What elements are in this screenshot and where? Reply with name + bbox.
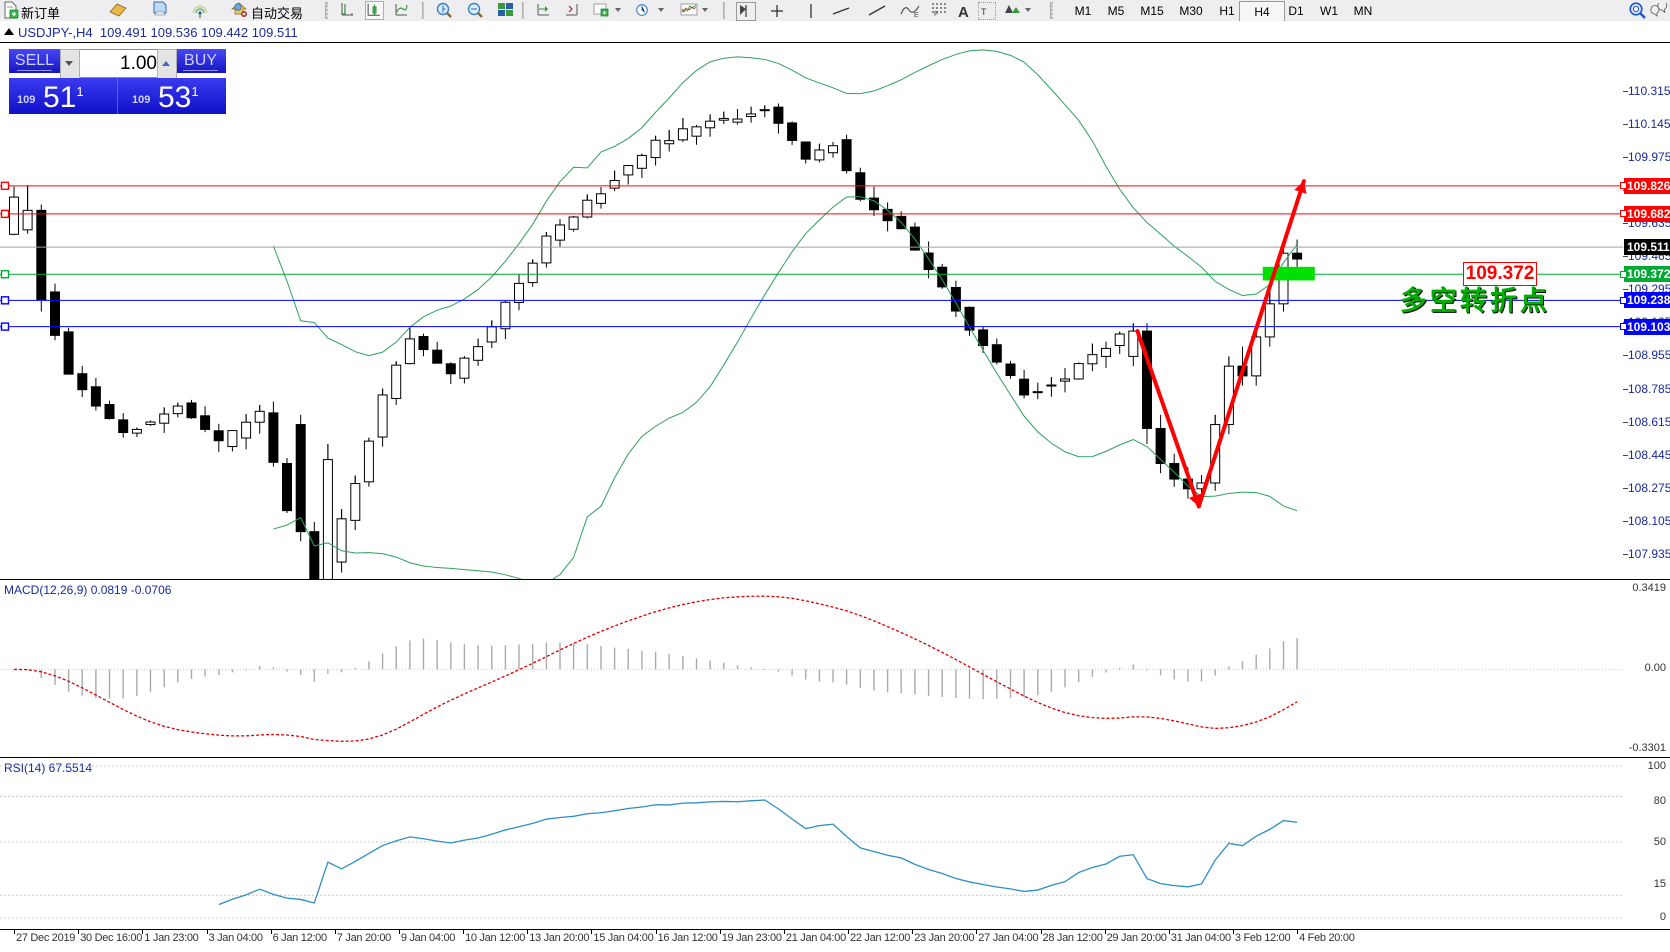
svg-text:T: T [981, 7, 987, 17]
svg-text:F: F [934, 11, 938, 17]
svg-text:E: E [914, 12, 919, 18]
